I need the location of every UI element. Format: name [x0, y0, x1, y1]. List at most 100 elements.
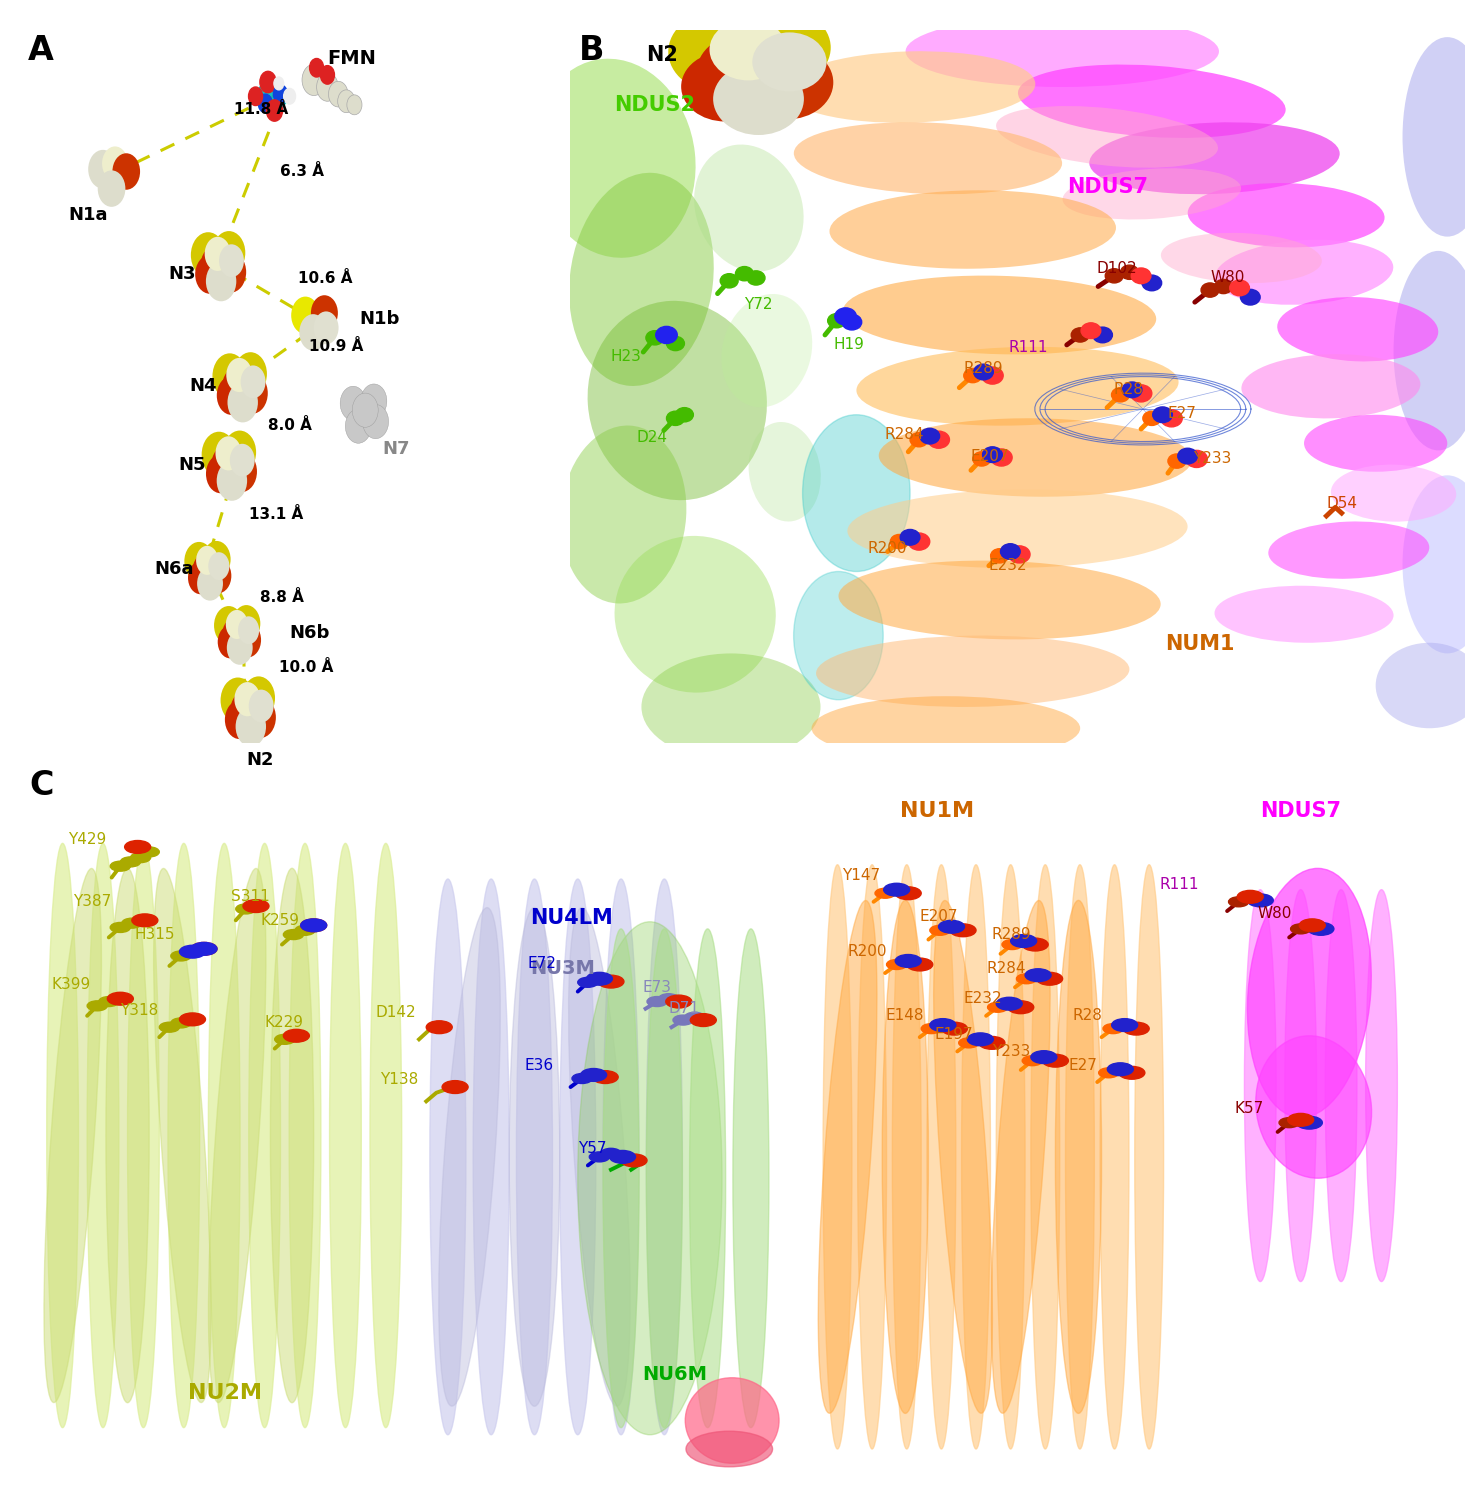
Ellipse shape — [1257, 1036, 1372, 1178]
Circle shape — [274, 86, 287, 104]
Circle shape — [352, 393, 379, 427]
Text: Y318: Y318 — [120, 1004, 158, 1019]
Ellipse shape — [926, 864, 956, 1449]
Circle shape — [191, 942, 218, 956]
Ellipse shape — [1089, 123, 1339, 194]
Circle shape — [222, 366, 255, 410]
Text: E148: E148 — [885, 1008, 924, 1023]
Circle shape — [1168, 454, 1185, 468]
Ellipse shape — [1331, 465, 1456, 522]
Circle shape — [1000, 543, 1020, 560]
Ellipse shape — [857, 346, 1178, 426]
Circle shape — [102, 147, 127, 180]
Circle shape — [1014, 936, 1033, 946]
Circle shape — [959, 1038, 978, 1048]
Circle shape — [1011, 934, 1036, 948]
Ellipse shape — [568, 908, 630, 1406]
Circle shape — [139, 847, 160, 856]
Text: 10.0 Å: 10.0 Å — [280, 660, 333, 675]
Circle shape — [1023, 1056, 1042, 1065]
Circle shape — [1023, 938, 1048, 951]
Circle shape — [589, 1152, 610, 1162]
Circle shape — [216, 376, 246, 416]
Ellipse shape — [892, 864, 921, 1449]
Text: NU3M: NU3M — [530, 958, 595, 978]
Circle shape — [232, 604, 260, 642]
Circle shape — [610, 1150, 635, 1164]
Ellipse shape — [370, 843, 401, 1428]
Circle shape — [314, 312, 339, 344]
Circle shape — [1008, 546, 1030, 562]
Circle shape — [898, 888, 918, 898]
Circle shape — [887, 885, 907, 894]
Circle shape — [1011, 1002, 1032, 1013]
Circle shape — [215, 606, 243, 645]
Circle shape — [179, 1013, 206, 1026]
Circle shape — [929, 1019, 956, 1032]
Circle shape — [625, 1155, 644, 1166]
Circle shape — [212, 444, 244, 488]
Text: R111: R111 — [1159, 878, 1199, 892]
Circle shape — [996, 998, 1023, 1010]
Circle shape — [197, 567, 223, 600]
Circle shape — [226, 452, 258, 492]
Circle shape — [203, 542, 231, 578]
Ellipse shape — [811, 696, 1080, 760]
Circle shape — [1240, 290, 1259, 304]
Circle shape — [647, 996, 667, 1006]
Circle shape — [1240, 892, 1261, 902]
Circle shape — [571, 1074, 592, 1083]
Circle shape — [130, 852, 151, 862]
Circle shape — [887, 960, 907, 969]
Text: K57: K57 — [1234, 1101, 1264, 1116]
Circle shape — [875, 888, 895, 898]
Ellipse shape — [685, 1377, 778, 1464]
Ellipse shape — [271, 868, 314, 1402]
Circle shape — [884, 884, 910, 896]
Circle shape — [229, 690, 263, 734]
Circle shape — [895, 954, 921, 968]
Circle shape — [1122, 1068, 1143, 1078]
Circle shape — [120, 856, 141, 867]
Text: D142: D142 — [376, 1005, 416, 1020]
Ellipse shape — [1018, 64, 1286, 138]
Circle shape — [213, 231, 246, 274]
Circle shape — [1311, 924, 1331, 934]
Text: N7: N7 — [382, 440, 410, 458]
Circle shape — [127, 842, 148, 852]
Circle shape — [1143, 276, 1160, 290]
Circle shape — [1036, 972, 1063, 986]
Circle shape — [1106, 268, 1123, 284]
Circle shape — [622, 1154, 647, 1167]
Circle shape — [249, 87, 262, 105]
Circle shape — [241, 366, 265, 398]
Text: R28: R28 — [1113, 382, 1143, 398]
Circle shape — [963, 369, 981, 382]
Ellipse shape — [839, 561, 1160, 639]
Ellipse shape — [1285, 890, 1317, 1281]
Circle shape — [191, 942, 218, 956]
Circle shape — [1114, 1020, 1135, 1031]
Ellipse shape — [209, 868, 266, 1402]
Ellipse shape — [793, 122, 1063, 195]
Text: R28: R28 — [1073, 1008, 1103, 1023]
Ellipse shape — [647, 879, 682, 1434]
Text: NU6M: NU6M — [642, 1365, 707, 1383]
Ellipse shape — [1403, 38, 1480, 237]
Circle shape — [656, 327, 678, 344]
Ellipse shape — [749, 422, 821, 522]
Ellipse shape — [438, 908, 500, 1406]
Circle shape — [586, 972, 613, 986]
Circle shape — [284, 88, 296, 104]
Text: 10.9 Å: 10.9 Å — [309, 339, 364, 354]
Circle shape — [226, 610, 247, 639]
Circle shape — [697, 33, 795, 111]
Circle shape — [938, 921, 965, 933]
Circle shape — [589, 974, 610, 984]
Ellipse shape — [44, 868, 102, 1402]
Circle shape — [235, 622, 260, 657]
Circle shape — [928, 430, 950, 448]
Circle shape — [1160, 410, 1183, 428]
Text: D24: D24 — [636, 430, 667, 445]
Text: E27: E27 — [1168, 406, 1197, 422]
